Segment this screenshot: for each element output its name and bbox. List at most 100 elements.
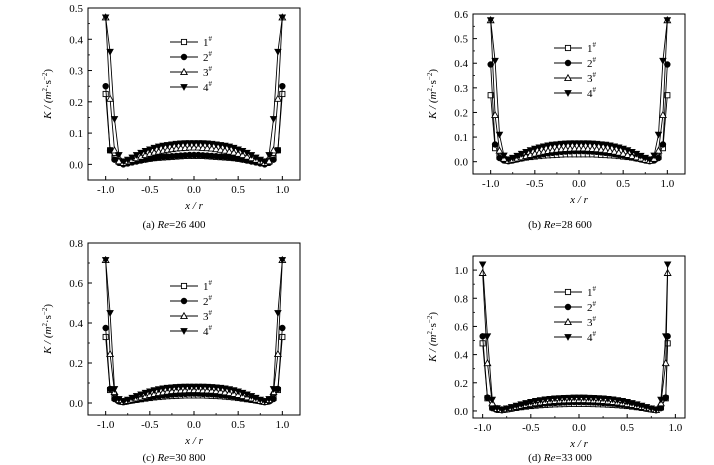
y-axis-label-base: K / (m [427,91,439,120]
legend-hash: # [209,279,213,287]
legend-label: 3# [203,309,213,323]
data-point [483,333,492,341]
legend-label-name: 4 [203,326,209,338]
y-tick-label: 0.2 [454,107,468,119]
legend-label: 2# [587,56,597,70]
data-point [128,154,136,162]
data-point [101,14,110,22]
legend-label-name: 4 [587,88,593,100]
series-3 [478,268,672,414]
data-point [608,396,617,404]
data-point [527,399,535,406]
legend-label-name: 4 [587,332,593,344]
data-point [146,146,154,154]
data-point [106,349,115,358]
data-point [535,144,544,152]
data-point [102,333,109,341]
caption-re: Re [156,219,169,231]
data-point [557,140,566,148]
data-point [531,398,540,405]
series-line [105,259,283,402]
legend-hash: # [209,324,213,332]
legend-marker [564,44,572,52]
data-point [560,394,569,402]
legend-label-name: 2 [203,296,209,308]
data-point [589,394,598,402]
legend-label: 4# [203,324,213,338]
data-point [141,148,150,155]
x-tick-label: 1.0 [275,419,289,431]
y-axis-label: K / (m2·s−2) [41,304,54,355]
data-point [579,140,588,148]
legend-label-name: 2 [587,302,593,314]
legend-hash: # [593,86,597,94]
y-axis-label-sup: 2 [41,88,49,92]
y-axis-label-tail: ) [427,69,439,73]
legend-label: 1# [587,285,597,299]
y-axis-label-tail: ) [427,312,439,316]
caption-value: =30 800 [169,452,206,464]
data-point [508,154,517,162]
legend: 1#2#3#4# [170,279,213,338]
panel-caption: (a) Re=26 400 [142,219,206,231]
data-point [604,395,612,403]
y-tick-label: 0.0 [69,398,83,410]
data-point [548,141,557,149]
legend-hash: # [593,330,597,338]
data-point [512,402,521,410]
x-tick-label: 0.0 [572,422,586,434]
data-point [654,146,663,154]
data-point [575,140,583,148]
x-tick-label: 0.5 [231,419,245,431]
legend-marker [179,311,189,320]
legend-label: 3# [587,71,597,85]
y-axis-label-sup: 2 [41,323,49,327]
series-4 [486,17,672,164]
data-point [531,145,539,153]
data-point [661,333,670,341]
data-point [269,116,278,123]
x-tick-label: -0.5 [141,419,159,431]
data-point [500,152,508,160]
data-point [565,394,574,402]
data-point [168,384,176,392]
data-point [194,143,203,151]
data-point [132,393,141,400]
data-point [580,394,588,402]
x-tick-label: 1.0 [275,184,289,196]
data-point [203,143,212,152]
legend-marker [179,67,189,76]
y-tick-label: 1.0 [454,265,468,277]
data-point [570,140,579,148]
legend: 1#2#3#4# [554,285,597,344]
y-tick-label: 0.4 [69,34,83,46]
x-tick-label: -0.5 [526,178,544,190]
data-point [522,400,530,407]
data-point [664,61,671,68]
data-point [207,144,216,152]
y-axis-label-sup: −2 [426,315,434,323]
data-point [498,406,506,414]
legend-label-name: 4 [203,82,209,94]
caption-re: Re [543,219,556,231]
legend-marker [180,297,188,305]
y-axis-label-mid: ·s [42,80,54,88]
y-tick-label: 0.4 [454,350,468,362]
x-tick-label: -1.0 [97,184,115,196]
data-point [154,386,163,394]
y-axis-label-base: K / (m [42,326,54,355]
y-tick-label: 0.1 [454,132,468,144]
caption-prefix: (a) [142,219,157,231]
caption-prefix: (c) [142,452,157,464]
chart-panel: -1.0 -0.5 0.0 0.5 1.0 0.0 0.2 0.4 0.6 0.8 x / r K /… [41,238,301,464]
data-point [274,310,282,317]
legend: 1#2#3#4# [170,35,213,94]
data-point [132,152,141,159]
data-point [619,149,628,157]
data-point [265,157,274,165]
data-point [154,143,163,151]
data-point [539,143,548,151]
data-point [495,131,504,139]
legend-label-name: 1 [587,287,593,299]
data-point [190,383,198,391]
